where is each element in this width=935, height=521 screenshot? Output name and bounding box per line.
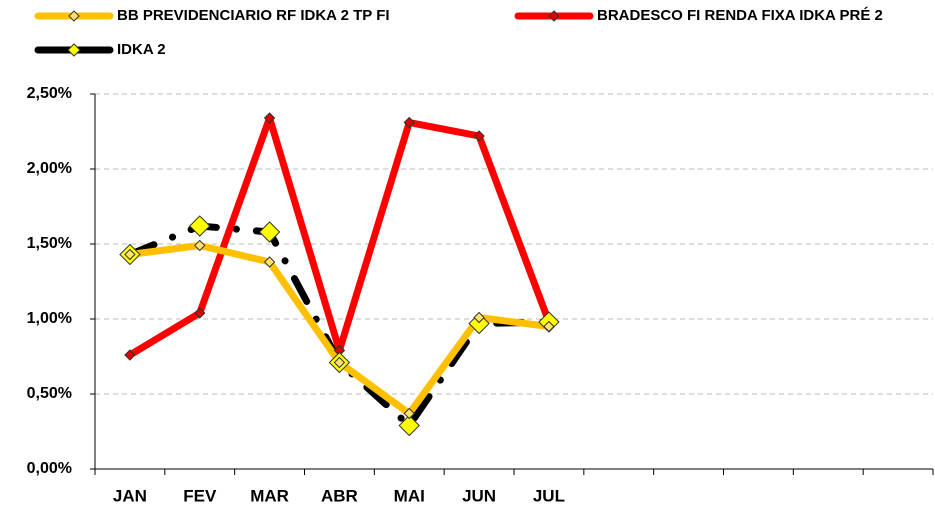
y-tick-label: 1,50% [27,235,72,252]
legend-marker [68,10,80,22]
data-marker [189,215,211,237]
data-marker [403,407,415,420]
data-marker [194,239,206,252]
y-tick-label: 0,50% [27,385,72,402]
legend-label: BB PREVIDENCIARIO RF IDKA 2 TP FI [117,7,390,24]
x-tick-label: MAR [250,486,289,505]
legend-label: BRADESCO FI RENDA FIXA IDKA PRÉ 2 [597,7,883,24]
x-tick-label: MAI [394,486,425,505]
x-tick-label: JUL [533,486,565,505]
x-tick-label: JAN [113,486,147,505]
data-marker [398,414,420,437]
data-marker [543,320,555,333]
x-tick-label: ABR [321,486,358,505]
legend-label: IDKA 2 [117,41,166,58]
data-marker [263,256,276,268]
data-marker [124,349,136,361]
legend-marker [548,10,560,22]
data-marker [124,248,136,261]
y-tick-label: 1,00% [27,310,72,327]
data-marker [473,311,485,324]
data-marker [194,307,206,319]
data-marker [403,116,415,129]
data-marker [263,112,276,124]
data-marker [333,356,346,369]
y-tick-label: 2,00% [27,160,72,177]
series-line [126,242,553,417]
y-tick-label: 2,50% [27,85,72,102]
data-marker [468,312,490,335]
data-marker [258,221,281,243]
x-tick-label: JUN [462,486,496,505]
x-tick-label: FEV [183,486,217,505]
legend-marker [67,43,81,57]
y-tick-label: 0,00% [27,460,72,477]
data-marker [473,130,485,142]
